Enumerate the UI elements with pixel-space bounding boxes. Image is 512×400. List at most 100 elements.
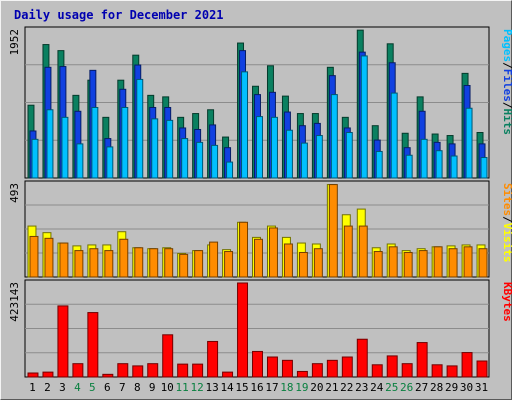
- legend-text-traffic-4: Hits: [501, 109, 512, 136]
- panel-visitors: 493 Sites/Visits: [8, 180, 512, 278]
- bar-kbytes-day-8: [132, 365, 144, 378]
- bar-sites-day-8: [134, 247, 144, 278]
- legend-text-traffic-1: /: [501, 62, 512, 69]
- bar-sites-day-13: [209, 241, 219, 278]
- bar-pages-day-23: [360, 55, 368, 179]
- x-tick-day-16: 16: [250, 381, 263, 394]
- bar-pages-day-28: [435, 150, 443, 179]
- bar-kbytes-day-26: [401, 363, 413, 378]
- bar-sites-day-7: [119, 238, 129, 278]
- bar-pages-day-22: [345, 132, 353, 179]
- bar-pages-day-2: [46, 109, 54, 179]
- bar-sites-day-29: [448, 248, 458, 278]
- bar-pages-day-13: [211, 144, 219, 179]
- bar-sites-day-28: [433, 246, 443, 278]
- bar-sites-day-4: [74, 250, 84, 278]
- x-tick-day-30: 30: [460, 381, 473, 394]
- bar-sites-day-6: [104, 250, 114, 278]
- bar-sites-day-17: [268, 227, 278, 278]
- x-tick-day-31: 31: [475, 381, 488, 394]
- bar-kbytes-day-9: [147, 363, 159, 378]
- bar-kbytes-day-19: [296, 370, 308, 378]
- bar-kbytes-day-7: [117, 363, 129, 378]
- bar-pages-day-15: [241, 71, 249, 179]
- bar-sites-day-23: [358, 225, 368, 278]
- bar-sites-day-15: [239, 221, 249, 278]
- bar-pages-day-1: [31, 138, 39, 179]
- x-tick-day-22: 22: [340, 381, 353, 394]
- bar-sites-day-10: [164, 248, 174, 278]
- bar-pages-day-8: [136, 78, 144, 179]
- bar-kbytes-day-16: [252, 350, 263, 378]
- bar-pages-day-31: [480, 157, 488, 179]
- x-tick-day-29: 29: [445, 381, 458, 394]
- legend-text-visitors-1: /: [501, 216, 512, 223]
- x-tick-day-18: 18: [280, 381, 293, 394]
- bar-pages-day-25: [390, 92, 398, 179]
- bar-kbytes-day-15: [237, 282, 249, 378]
- x-tick-day-11: 11: [176, 381, 189, 394]
- panel-traffic: 1952 Pages/Files/Hits: [8, 26, 512, 179]
- bar-sites-day-18: [283, 243, 293, 278]
- legend-traffic: Pages/Files/Hits: [501, 29, 512, 135]
- bar-kbytes-day-13: [207, 340, 219, 378]
- bar-sites-day-16: [254, 238, 263, 278]
- bar-kbytes-day-27: [416, 342, 428, 378]
- bar-pages-day-29: [450, 155, 458, 179]
- panel-volume: 423143 KBytes: [8, 279, 512, 378]
- bar-sites-day-19: [298, 251, 308, 278]
- bar-kbytes-day-2: [42, 371, 54, 378]
- bar-pages-day-30: [465, 107, 473, 179]
- bar-pages-day-24: [375, 150, 383, 179]
- bar-kbytes-day-20: [311, 363, 323, 378]
- legend-text-traffic-3: /: [501, 102, 512, 109]
- x-tick-day-8: 8: [134, 381, 141, 394]
- bar-pages-day-11: [181, 138, 189, 179]
- bar-pages-day-26: [405, 154, 413, 179]
- bar-kbytes-day-12: [192, 363, 204, 378]
- bar-sites-day-30: [463, 246, 473, 278]
- bar-sites-day-24: [373, 251, 383, 278]
- ymax-label-volume: 423143: [8, 282, 21, 322]
- bar-sites-day-14: [224, 251, 234, 278]
- x-tick-day-27: 27: [415, 381, 428, 394]
- bar-pages-day-14: [226, 161, 234, 179]
- bar-kbytes-day-4: [72, 363, 84, 378]
- legend-text-traffic-2: Files: [501, 69, 512, 102]
- x-tick-day-28: 28: [430, 381, 443, 394]
- bar-pages-day-27: [420, 138, 428, 179]
- x-tick-day-19: 19: [295, 381, 308, 394]
- x-tick-day-6: 6: [104, 381, 111, 394]
- x-tick-day-25: 25: [385, 381, 398, 394]
- x-tick-day-26: 26: [400, 381, 413, 394]
- bar-kbytes-day-17: [266, 356, 278, 378]
- bar-pages-day-17: [270, 116, 278, 179]
- x-tick-day-9: 9: [149, 381, 156, 394]
- bar-sites-day-25: [388, 246, 398, 278]
- bar-sites-day-21: [328, 184, 338, 278]
- x-tick-day-17: 17: [265, 381, 278, 394]
- bar-kbytes-day-28: [431, 364, 443, 378]
- legend-visitors: Sites/Visits: [501, 183, 512, 263]
- bar-pages-day-20: [315, 135, 323, 179]
- x-tick-day-24: 24: [370, 381, 384, 394]
- legend-text-volume-0: KBytes: [501, 282, 512, 322]
- x-tick-day-7: 7: [119, 381, 126, 394]
- ymax-label-traffic: 1952: [8, 29, 21, 56]
- bar-kbytes-day-25: [386, 355, 398, 378]
- bar-kbytes-day-23: [356, 338, 368, 378]
- bar-kbytes-day-3: [57, 305, 69, 378]
- bar-kbytes-day-30: [461, 352, 473, 378]
- bar-pages-day-10: [166, 119, 174, 179]
- bar-sites-day-11: [179, 253, 189, 278]
- bar-sites-day-2: [44, 237, 54, 278]
- bar-kbytes-day-10: [162, 334, 174, 378]
- bar-sites-day-1: [29, 235, 39, 278]
- bar-kbytes-day-14: [222, 371, 234, 378]
- bar-sites-day-22: [343, 225, 353, 278]
- bar-pages-day-4: [76, 143, 84, 179]
- bar-sites-day-31: [478, 248, 488, 278]
- x-tick-day-15: 15: [235, 381, 248, 394]
- bar-pages-day-9: [151, 118, 159, 179]
- x-tick-day-20: 20: [310, 381, 323, 394]
